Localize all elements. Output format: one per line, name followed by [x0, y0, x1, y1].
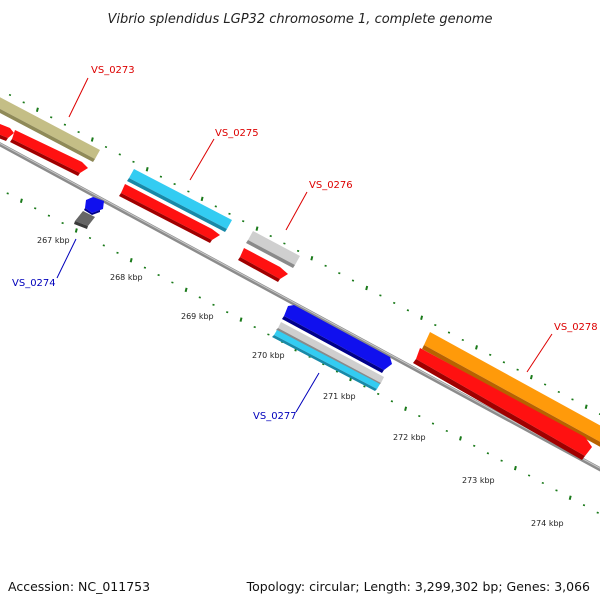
leader-VS_0276 [285, 191, 308, 231]
major-tick [145, 166, 149, 172]
major-tick [310, 256, 314, 261]
gene-bar-VS_0277-silver[interactable] [276, 322, 384, 385]
major-tick [475, 345, 478, 350]
tick-label-271: 271 kbp [323, 392, 356, 401]
leader-VS_0274 [56, 238, 77, 279]
gene-label-VS_0276[interactable]: VS_0276 [309, 180, 353, 191]
gene-features [0, 92, 600, 460]
gene-arrow-VS_0276[interactable] [238, 248, 288, 282]
major-tick [568, 495, 572, 501]
leader-VS_0273 [68, 77, 89, 118]
scale-labels: 267 kbp 268 kbp 269 kbp 270 kbp 271 kbp … [37, 236, 564, 528]
map-title: Vibrio splendidus LGP32 chromosome 1, co… [107, 12, 492, 27]
tick-label-267: 267 kbp [37, 236, 70, 245]
major-tick [74, 228, 78, 233]
major-tick [90, 137, 94, 142]
chromosome-backbone [0, 142, 600, 472]
gene-label-VS_0278[interactable]: VS_0278 [554, 322, 598, 333]
major-tick [35, 107, 39, 113]
gene-arrow-VS_0278[interactable] [413, 348, 592, 460]
inner-tick-track [6, 192, 599, 514]
accession-text: Accession: NC_011753 [8, 579, 151, 594]
gene-labels: VS_0273 VS_0274 VS_0275 VS_0276 VS_0277 … [12, 65, 598, 422]
tick-label-268: 268 kbp [110, 273, 143, 282]
gene-bar-VS_0273-olive[interactable] [0, 92, 100, 162]
major-tick [239, 317, 243, 322]
major-tick [513, 465, 517, 471]
tick-label-270: 270 kbp [252, 351, 285, 360]
tick-label-273: 273 kbp [462, 476, 495, 485]
gene-label-VS_0275[interactable]: VS_0275 [215, 128, 259, 139]
gene-label-VS_0274[interactable]: VS_0274 [12, 278, 56, 289]
major-tick [365, 285, 369, 291]
major-tick [255, 226, 259, 231]
major-tick [184, 287, 188, 293]
leader-VS_0278 [526, 333, 553, 373]
label-leaders [56, 77, 553, 413]
major-tick [584, 404, 588, 410]
tick-label-269: 269 kbp [181, 312, 214, 321]
major-tick [529, 374, 533, 380]
major-tick [200, 196, 204, 202]
tick-label-274: 274 kbp [531, 519, 564, 528]
gene-arrow-VS_0275[interactable] [119, 184, 220, 243]
major-tick [19, 198, 23, 204]
major-tick [459, 436, 462, 441]
outer-tick-track [8, 93, 600, 416]
leader-VS_0277 [295, 372, 320, 413]
gene-arrow-VS_0277-blue[interactable] [282, 305, 392, 373]
gene-arrow-left-edge[interactable] [0, 120, 14, 141]
gene-bar-VS_0275-cyan[interactable] [127, 169, 232, 232]
gene-arrow-VS_0273[interactable] [10, 130, 88, 176]
gene-label-VS_0277[interactable]: VS_0277 [253, 411, 297, 422]
gene-arrow-VS_0274[interactable] [84, 197, 104, 215]
leader-VS_0275 [189, 138, 215, 181]
gene-bar-VS_0277-cyan[interactable] [272, 330, 380, 391]
tick-label-272: 272 kbp [393, 433, 426, 442]
major-tick [129, 257, 133, 263]
genome-summary-text: Topology: circular; Length: 3,299,302 bp… [246, 579, 590, 594]
gene-bar-VS_0276-silver[interactable] [246, 231, 300, 268]
gene-box-dark[interactable] [74, 211, 95, 229]
major-tick [420, 315, 424, 320]
gene-label-VS_0273[interactable]: VS_0273 [91, 65, 135, 76]
major-tick [404, 406, 408, 411]
